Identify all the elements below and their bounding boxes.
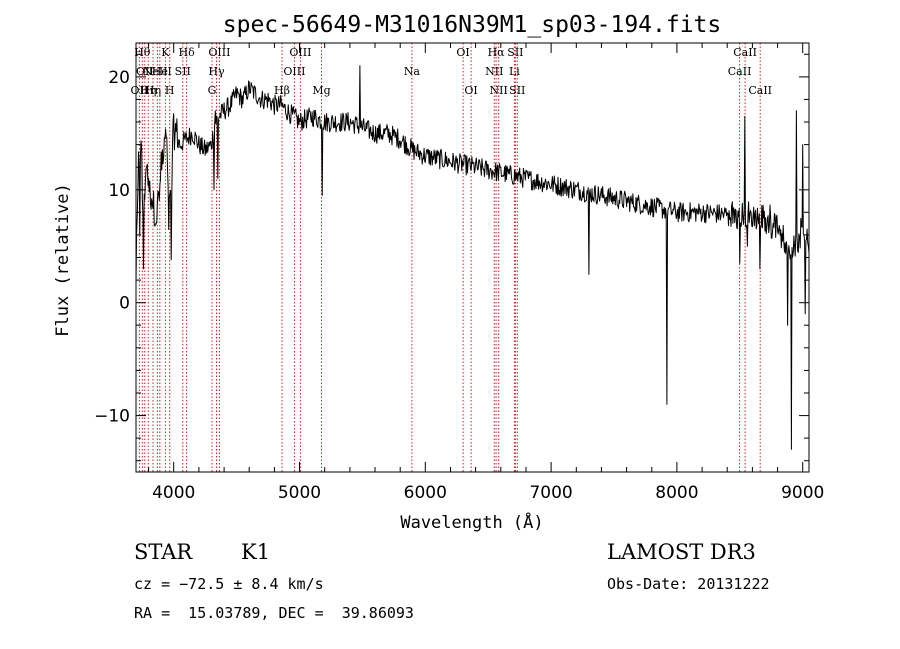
- y-tick-label: 20: [108, 68, 130, 88]
- line-markers: [138, 43, 761, 472]
- y-axis-label: Flux (relative): [53, 183, 73, 337]
- line-marker-label: CaII: [733, 46, 757, 59]
- line-marker-label: NeIII: [143, 65, 172, 78]
- chart-title: spec-56649-M31016N39M1_sp03-194.fits: [223, 12, 722, 38]
- line-marker-label: OIII: [289, 46, 311, 59]
- line-marker-label: He: [152, 65, 168, 78]
- subclass-label: K1: [241, 540, 271, 564]
- line-marker-label: Na: [404, 65, 421, 78]
- obs-date: Obs-Date: 20131222: [607, 575, 770, 593]
- x-tick-label: 8000: [655, 483, 698, 503]
- spectrum-series: [135, 65, 810, 450]
- line-marker-label: Hα: [488, 46, 506, 59]
- line-marker-label: SII: [507, 46, 523, 59]
- line-marker-label: Li: [509, 65, 520, 78]
- spectrum-line: [135, 65, 810, 450]
- x-axis-label: Wavelength (Å): [400, 511, 543, 533]
- line-marker-label: SII: [509, 84, 525, 97]
- y-tick-label: −10: [94, 407, 130, 427]
- line-marker-label: NII: [485, 65, 503, 78]
- line-marker-label: Hβ: [274, 84, 290, 97]
- line-marker-label: NII: [490, 84, 508, 97]
- line-marker-label: OI: [464, 84, 477, 97]
- line-marker-label: G: [208, 84, 217, 97]
- line-marker-label: Hθ: [134, 46, 151, 59]
- line-marker-label: CaII: [748, 84, 772, 97]
- line-marker-label: H: [165, 84, 175, 97]
- x-tick-label: 7000: [529, 483, 572, 503]
- survey-label: LAMOST DR3: [607, 540, 756, 564]
- line-marker-label: Mg: [312, 84, 330, 97]
- plot-frame: [135, 42, 810, 473]
- line-marker-label: K: [161, 46, 170, 59]
- line-marker-label: OII: [136, 65, 154, 78]
- cz-value: cz = −72.5 ± 8.4 km/s: [134, 575, 324, 593]
- line-marker-label: OI: [456, 46, 469, 59]
- line-marker-label: OIII: [208, 46, 230, 59]
- line-marker-label: Hη: [145, 84, 161, 97]
- line-marker-label: SII: [175, 65, 191, 78]
- y-tick-label: 10: [108, 181, 130, 201]
- x-axis: 4000 5000 6000 7000 8000 9000: [148, 43, 824, 503]
- y-axis: −10 0 10 20: [94, 53, 809, 462]
- y-tick-label: 0: [119, 294, 130, 314]
- line-marker-label: Hδ: [178, 46, 195, 59]
- x-tick-label: 4000: [152, 483, 195, 503]
- line-marker-label: CaII: [728, 65, 752, 78]
- class-label: STAR: [134, 540, 193, 564]
- line-marker-label: Hη: [140, 84, 156, 97]
- line-marker-label: OIII: [283, 65, 305, 78]
- x-tick-label: 9000: [781, 483, 824, 503]
- x-tick-label: 5000: [278, 483, 321, 503]
- line-marker-labels: OIIHθOIIHηHηNeIIIHeKHSIIHδGHγOIIIHβOIIIO…: [131, 46, 772, 97]
- x-tick-label: 6000: [404, 483, 447, 503]
- line-marker-label: Hγ: [208, 65, 225, 78]
- ra-dec-value: RA = 15.03789, DEC = 39.86093: [134, 604, 414, 622]
- line-marker-label: OII: [131, 84, 149, 97]
